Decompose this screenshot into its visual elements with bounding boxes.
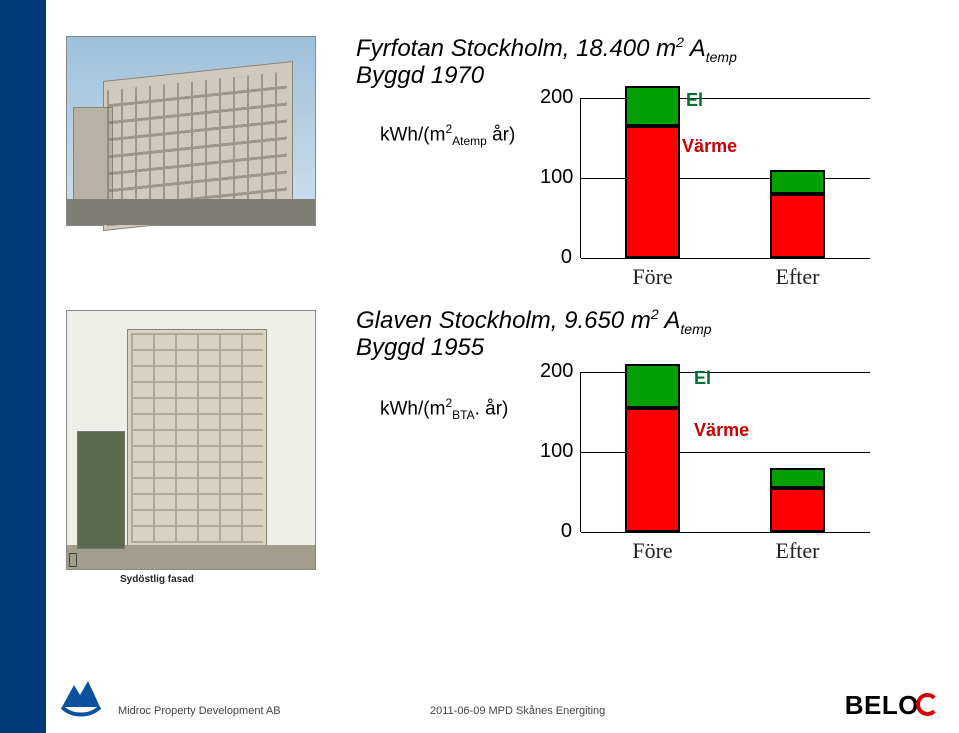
series-label-varme: Värme: [694, 420, 749, 441]
axis-label-2-sub: BTA: [452, 408, 474, 422]
category-label: Före: [613, 538, 693, 564]
bar-segment-varme: [625, 126, 680, 258]
category-label: Efter: [758, 538, 838, 564]
ytick: 100: [540, 440, 572, 463]
subtitle-glaven: Byggd 1955: [356, 334, 484, 362]
series-label-el: El: [694, 368, 711, 389]
heading-fyrfotan-sup: 2: [676, 34, 684, 50]
footer: Midroc Property Development AB 2011-06-0…: [60, 663, 939, 723]
heading-fyrfotan: Fyrfotan Stockholm, 18.400 m2 Atemp: [356, 34, 737, 65]
axis-label-1-pre: kWh/(m: [380, 124, 445, 145]
axis-label-1-sub: Atemp: [452, 134, 487, 148]
ytick: 0: [540, 246, 572, 269]
slide: Sydöstlig fasad Fyrfotan Stockholm, 18.4…: [0, 0, 959, 733]
subtitle-fyrfotan: Byggd 1970: [356, 62, 484, 90]
photo-caption-glaven: Sydöstlig fasad: [120, 574, 194, 585]
bar-segment-varme: [770, 194, 825, 258]
axis-label-1-post: år): [487, 124, 516, 145]
heading-fyrfotan-post: A: [684, 35, 706, 62]
axis-label-1: kWh/(m2Atemp år): [380, 122, 515, 148]
heading-glaven-sub: temp: [680, 321, 711, 337]
bar-segment-el: [770, 170, 825, 194]
belok-logo: BELO: [845, 690, 939, 721]
bar-segment-varme: [770, 488, 825, 532]
chart-grid: [580, 98, 870, 258]
gridline: [581, 258, 870, 259]
series-label-el: El: [686, 90, 703, 111]
axis-label-2: kWh/(m2BTA. år): [380, 396, 508, 422]
ytick: 200: [540, 360, 572, 383]
axis-label-2-pre: kWh/(m: [380, 398, 445, 419]
bar-segment-el: [770, 468, 825, 488]
belok-text: BELO: [845, 690, 919, 720]
footer-right: 2011-06-09 MPD Skånes Energiting: [430, 705, 605, 717]
chart-fyrfotan: 0100200FöreEfterElVärme: [540, 98, 880, 298]
axis-label-2-post: år): [480, 398, 509, 419]
ytick: 100: [540, 166, 572, 189]
heading-glaven-sup: 2: [651, 306, 659, 322]
series-label-varme: Värme: [682, 136, 737, 157]
heading-glaven-pre: Glaven Stockholm, 9.650 m: [356, 307, 651, 334]
belok-ring-icon: [916, 693, 939, 716]
bar-segment-varme: [625, 408, 680, 532]
footer-left: Midroc Property Development AB: [118, 705, 281, 717]
ytick: 200: [540, 86, 572, 109]
bar-segment-el: [625, 86, 680, 126]
gridline: [581, 532, 870, 533]
heading-glaven-post: A: [659, 307, 681, 334]
midroc-logo: [60, 677, 108, 717]
photo-fyrfotan: [66, 36, 316, 226]
bar: [770, 468, 825, 532]
chart-grid: [580, 372, 870, 532]
bar: [770, 170, 825, 258]
bar: [625, 364, 680, 532]
bar-segment-el: [625, 364, 680, 408]
category-label: Efter: [758, 264, 838, 290]
ytick: 0: [540, 520, 572, 543]
left-stripe: [0, 0, 46, 733]
category-label: Före: [613, 264, 693, 290]
heading-fyrfotan-pre: Fyrfotan Stockholm, 18.400 m: [356, 35, 676, 62]
heading-glaven: Glaven Stockholm, 9.650 m2 Atemp: [356, 306, 712, 337]
bar: [625, 86, 680, 258]
photo-glaven: [66, 310, 316, 570]
chart-glaven: 0100200FöreEfterElVärme: [540, 372, 880, 572]
heading-fyrfotan-sub: temp: [706, 49, 737, 65]
